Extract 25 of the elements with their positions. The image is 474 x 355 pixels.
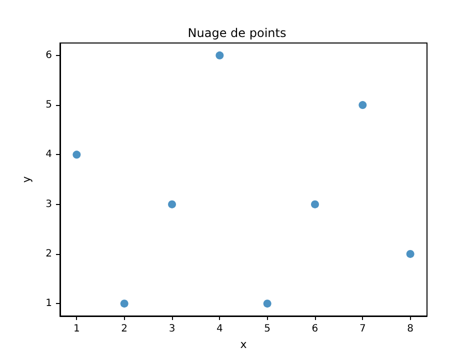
x-tick-label: 2 (121, 324, 128, 334)
point (311, 200, 319, 208)
x-tick-label: 7 (359, 324, 366, 334)
y-tick-label: 6 (46, 50, 52, 61)
y-tick-label: 3 (46, 198, 52, 210)
x-tick-label: 6 (312, 324, 318, 334)
y-axis-title: y (20, 176, 33, 183)
y-tick-label: 1 (46, 298, 52, 310)
point (263, 300, 272, 308)
x-axis-title: x (240, 338, 248, 351)
x-tick-label: 3 (168, 324, 176, 334)
point (72, 150, 81, 159)
chart-title: Nuage de points (188, 26, 286, 40)
x-tick-label: 8 (407, 324, 414, 334)
point (216, 51, 224, 60)
x-tick-label: 4 (216, 324, 223, 334)
y-tick-label: 2 (46, 248, 52, 260)
y-tick-label: 5 (46, 100, 52, 111)
point (358, 101, 367, 110)
x-tick-label: 5 (264, 324, 271, 334)
point (406, 250, 414, 258)
x-tick-label: 1 (73, 324, 80, 334)
point (168, 200, 176, 208)
point (120, 300, 128, 308)
y-tick-label: 4 (46, 149, 52, 160)
